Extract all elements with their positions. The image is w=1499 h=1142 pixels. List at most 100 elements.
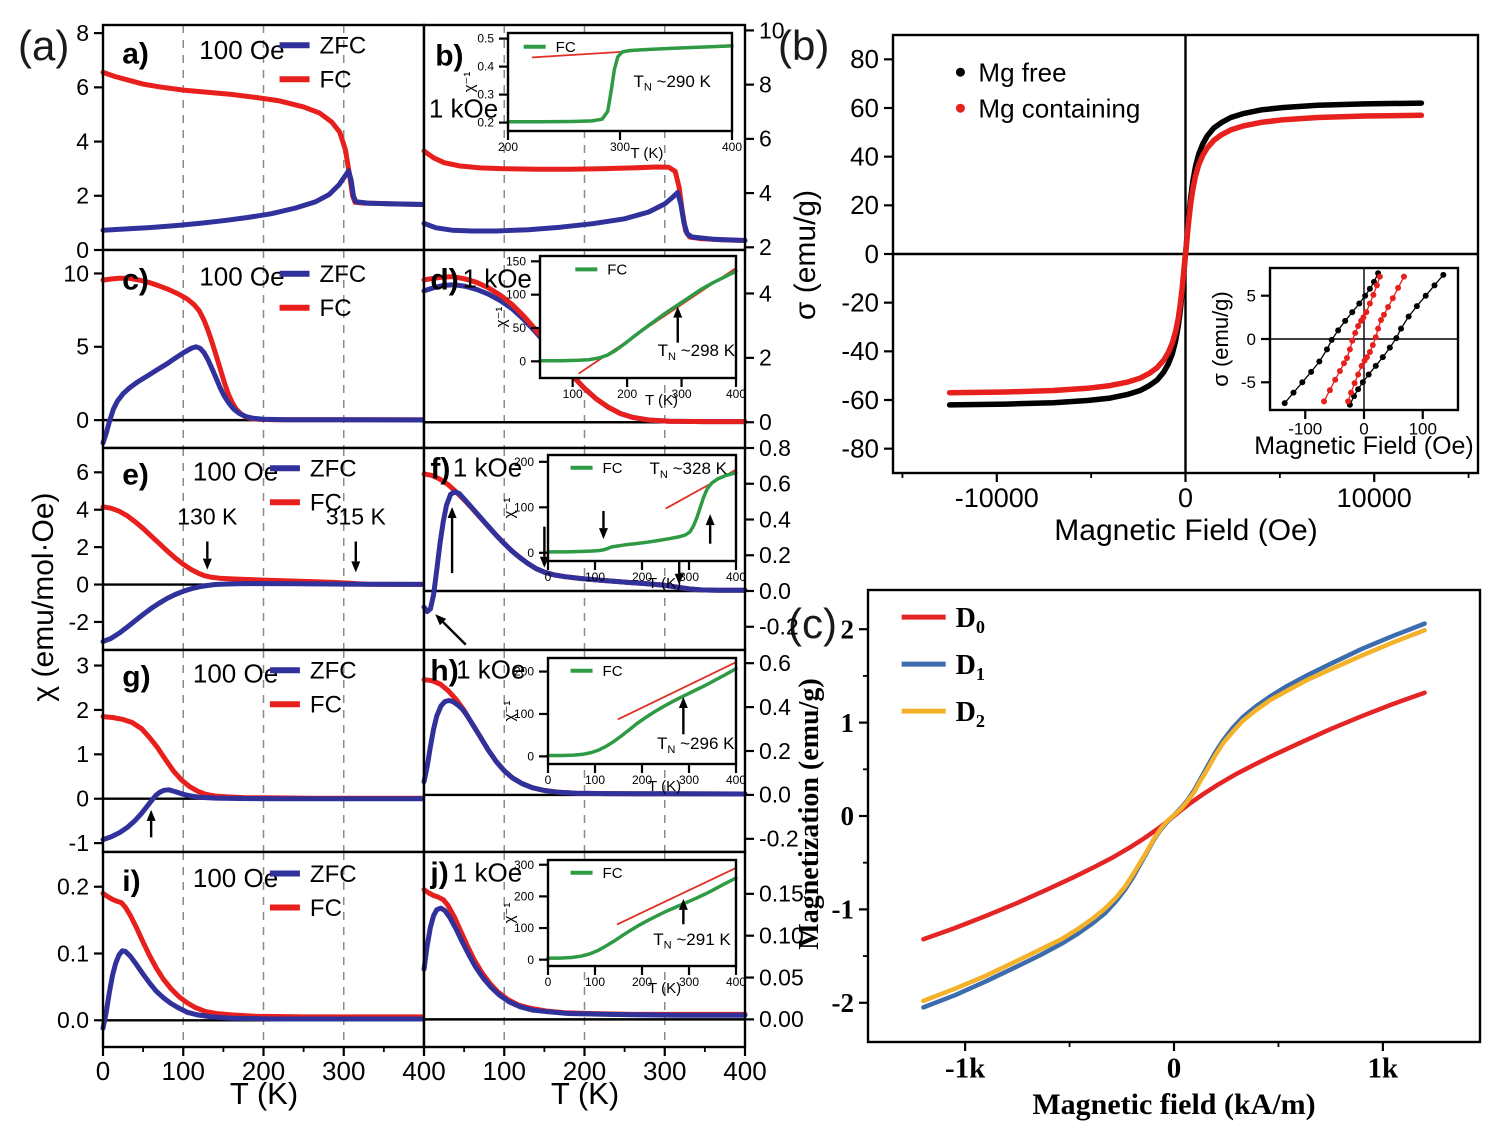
f_inset-text: TN ~328 K (650, 459, 728, 481)
h_inset-xtick: 400 (726, 773, 746, 787)
f-text: f) (430, 452, 450, 485)
i-bottom-ticks: 0 100 200 300 400 (96, 1047, 446, 1086)
d-ytick: 2 (759, 345, 772, 371)
e-arrows (202, 541, 361, 573)
e-annotation-text: 130 K (177, 504, 238, 530)
j-text: 1 kOe (453, 857, 522, 887)
j_inset-bottom-ticks: 0 100 200 300 400 (545, 966, 746, 989)
C-legend-label: D0 (956, 603, 985, 637)
j-xtick: 200 (563, 1056, 606, 1086)
h_inset-xtick: 0 (545, 773, 552, 787)
j_inset-xtick: 200 (632, 975, 652, 989)
f_inset-ylabel: χ⁻¹ (501, 498, 518, 519)
B_inset-xtick: 0 (1359, 420, 1368, 439)
f-ytick: 0.2 (759, 542, 791, 568)
j_inset-ylabel: χ⁻¹ (501, 903, 518, 924)
b_inset-left-ticks: 0.2 0.3 0.4 0.5 (477, 32, 508, 130)
f-ytick: 0.4 (759, 506, 791, 532)
a-text: 100 Oe (199, 35, 284, 65)
i-legend-label: ZFC (310, 861, 357, 888)
B_inset-markers (1321, 273, 1383, 405)
B-ytick: -80 (841, 434, 879, 464)
j_inset-ytick: 200 (514, 889, 534, 903)
c-ytick: 10 (63, 260, 89, 286)
a-ytick: 6 (76, 74, 89, 100)
i-xtick: 200 (242, 1056, 285, 1086)
b_inset-ytick: 0.4 (477, 60, 494, 74)
gridlines (182, 250, 345, 448)
h-ytick: 0.4 (759, 694, 791, 720)
panel-b-x-axis-label: Magnetic Field (Oe) (1054, 514, 1318, 547)
j-ytick: 0.15 (759, 881, 804, 907)
c-legend-label: FC (320, 295, 352, 322)
b_inset-xlabel: T (K) (630, 145, 663, 162)
B-ytick: 40 (850, 142, 879, 172)
h-right-ticks: -0.2 0.0 0.2 0.4 0.6 (745, 650, 799, 852)
i-xtick: 0 (96, 1056, 110, 1086)
g-legend-label: ZFC (310, 658, 357, 685)
j_inset-legend-label: FC (603, 865, 623, 882)
a-zfc-curve (100, 168, 427, 233)
C-bottom-ticks: -1k 0 1k (945, 1042, 1399, 1085)
h_inset-legend-label: FC (603, 663, 623, 680)
f_inset-xtick: 100 (585, 570, 605, 584)
c-d_2-curve (921, 627, 1427, 1004)
i-ytick: 0.0 (57, 1007, 89, 1033)
B-left-ticks: -80 -60 -40 -20 0 20 40 60 80 (841, 44, 893, 464)
c-ytick: 0 (76, 407, 89, 433)
g-ytick: 0 (76, 786, 89, 812)
panel-j_inset: 0 100 200 300 0 100 200 300 400 TN ~291 K FC χ⁻¹ T (… (501, 858, 746, 997)
b_inset-fc-curve (506, 44, 734, 124)
d_inset-xtick: 200 (617, 387, 637, 401)
e-legend: ZFC FC (269, 456, 357, 517)
i-xtick: 300 (322, 1056, 365, 1086)
B-xtick: 10000 (1337, 483, 1412, 513)
panel-a: 0 2 4 6 8 a) 100 Oe ZFC FC (76, 20, 427, 263)
e-text: 100 Oe (193, 456, 278, 486)
h_inset-ytick: 200 (514, 665, 534, 679)
panel-c-x-axis-label: Magnetic field (kA/m) (1032, 1088, 1316, 1121)
b_inset-xtick: 400 (722, 140, 742, 154)
d_inset-ytick: 50 (513, 321, 527, 335)
f_inset-legend: FC (570, 460, 623, 477)
f-ytick: -0.2 (759, 614, 799, 640)
i-legend: ZFC FC (269, 861, 357, 922)
h-text: h) (430, 654, 458, 687)
B_inset-xtick: 100 (1409, 420, 1437, 439)
b-text: b) (435, 40, 463, 73)
d_inset-arrows (673, 306, 683, 343)
panel-h_inset: 0 100 200 0 100 200 300 400 TN ~296 K FC χ⁻¹ T (K) (501, 656, 746, 795)
g-text: 100 Oe (193, 658, 278, 688)
a-text: a) (122, 37, 149, 70)
h-ytick: -0.2 (759, 826, 799, 852)
d_inset-ytick: 100 (506, 288, 526, 302)
C-ytick: 2 (841, 614, 855, 644)
C-ytick: 1 (841, 708, 855, 738)
b_inset-ylabel: χ⁻¹ (461, 72, 478, 93)
b_inset-ytick: 0.5 (477, 32, 494, 46)
e-zfc-curve (100, 581, 427, 645)
g-zfc-curve (100, 787, 427, 843)
h_inset-arrows (678, 697, 688, 735)
B_inset-left-ticks: -5 0 5 (1241, 286, 1270, 392)
gridlines (182, 650, 345, 852)
panel-c-label: (c) (788, 600, 837, 647)
h_inset-ytick: 100 (514, 707, 534, 721)
panel-i: 0.0 0.1 0.2 0 100 200 300 400 i) 100 Oe ZFC FC (57, 850, 446, 1086)
b-text: 1 kOe (429, 93, 498, 123)
j_inset-xtick: 300 (679, 975, 699, 989)
panel-b-y-axis-label: σ (emu/g) (789, 189, 822, 321)
e-legend-label: FC (310, 490, 342, 517)
f_inset-xtick: 300 (679, 570, 699, 584)
d_inset-left-ticks: 0 50 100 150 (506, 254, 540, 368)
j_inset-fit-curve (616, 867, 737, 926)
panel-d_inset: 0 50 100 150 100 200 300 400 TN ~298 K FC χ⁻¹ T (K) (493, 254, 746, 409)
e-ytick: -2 (69, 609, 89, 635)
h_inset-bottom-ticks: 0 100 200 300 400 (545, 764, 746, 787)
B-ytick: -20 (841, 288, 879, 318)
d_inset-ylabel: χ⁻¹ (493, 307, 510, 328)
f-zfc-curve (421, 489, 748, 615)
j_inset-ytick: 300 (514, 858, 534, 872)
g-legend: ZFC FC (269, 658, 357, 719)
b_inset-legend: FC (523, 39, 576, 56)
